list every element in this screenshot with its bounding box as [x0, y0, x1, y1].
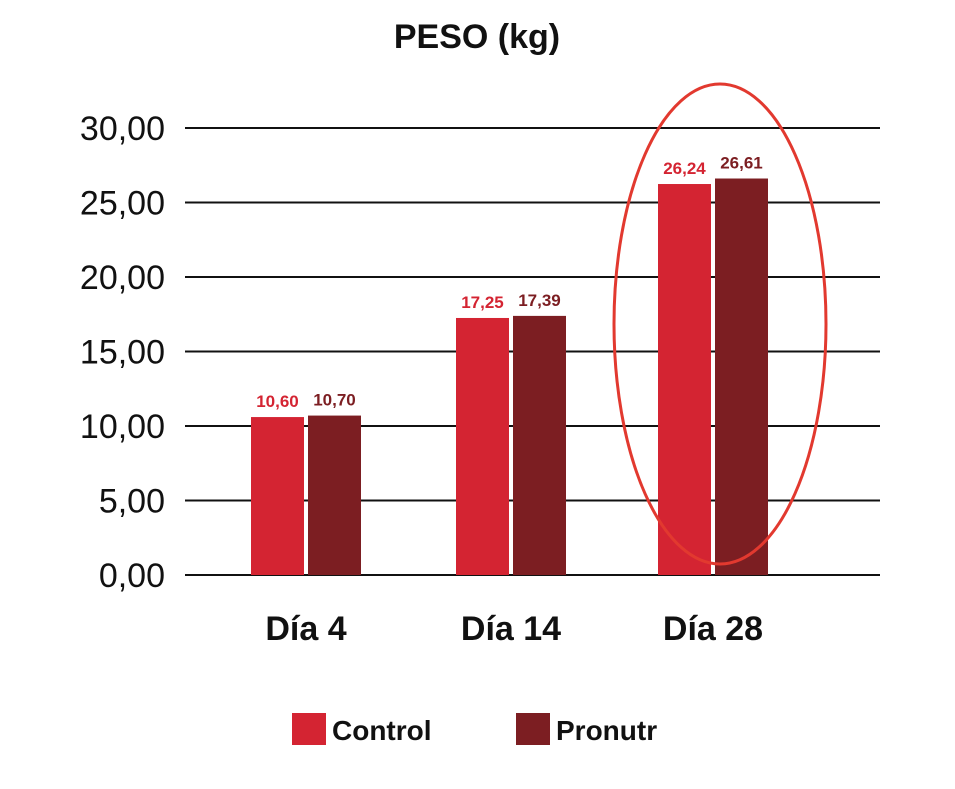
bar-pronutr-3	[715, 178, 768, 576]
bar-pronutr-1	[308, 415, 361, 575]
y-tick-label: 5,00	[99, 483, 165, 521]
x-axis-categories: Día 4 Día 14 Día 28	[265, 610, 763, 648]
x-category-label: Día 14	[461, 610, 561, 648]
y-axis-ticks: 0,00 5,00 10,00 15,00 20,00 25,00 30,00	[80, 110, 165, 595]
highlight-ellipse	[612, 82, 828, 566]
x-category-label: Día 4	[265, 610, 346, 648]
bar-control-1	[251, 417, 304, 575]
bar-control-2	[456, 317, 509, 575]
y-tick-label: 20,00	[80, 259, 165, 297]
legend-swatch-control	[292, 713, 326, 745]
x-category-label: Día 28	[663, 610, 763, 648]
legend-label-control: Control	[332, 715, 432, 746]
legend-label-pronutr: Pronutr	[556, 715, 657, 746]
legend: Control Pronutr	[292, 713, 657, 746]
bar-pronutr-2	[513, 315, 566, 575]
y-tick-label: 15,00	[80, 334, 165, 372]
chart-title: PESO (kg)	[394, 18, 560, 56]
value-label: 17,25	[461, 293, 504, 312]
bars	[251, 178, 768, 576]
legend-swatch-pronutr	[516, 713, 550, 745]
y-tick-label: 0,00	[99, 557, 165, 595]
value-label: 10,60	[256, 392, 299, 411]
bar-control-3	[658, 184, 711, 576]
value-label: 10,70	[313, 391, 356, 410]
y-tick-label: 10,00	[80, 408, 165, 446]
value-label: 26,24	[663, 159, 706, 178]
highlight-ellipse-shape	[612, 82, 828, 566]
value-labels: 10,60 10,70 17,25 17,39 26,24 26,61	[256, 154, 763, 412]
y-tick-label: 30,00	[80, 110, 165, 148]
y-tick-label: 25,00	[80, 185, 165, 223]
value-label: 26,61	[720, 154, 763, 173]
value-label: 17,39	[518, 291, 561, 310]
